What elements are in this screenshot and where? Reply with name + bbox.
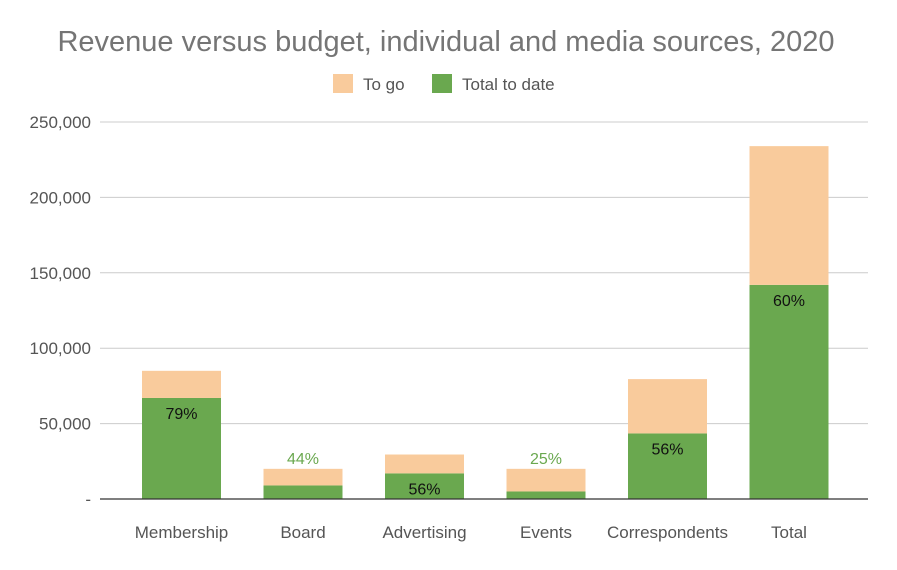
- bar-to-go: [263, 468, 343, 486]
- bar-total-to-date: [385, 473, 464, 499]
- data-labels: 79% 44% 56% 25% 56% 60%: [165, 293, 805, 499]
- bar-total-to-date: [506, 491, 586, 499]
- y-tick-label: 50,000: [39, 415, 91, 434]
- bar-total-to-date: [142, 397, 221, 499]
- legend-label-total-to-date: Total to date: [462, 75, 555, 94]
- data-label: 56%: [408, 481, 440, 498]
- y-axis: - 50,000 100,000 150,000 200,000 250,000: [30, 113, 91, 509]
- x-tick-label: Total: [771, 523, 807, 542]
- y-tick-label: 100,000: [30, 339, 91, 358]
- bar-to-go: [628, 379, 707, 434]
- x-tick-label: Events: [520, 523, 572, 542]
- bar-total-to-date: [628, 433, 707, 499]
- bar-to-go: [749, 146, 829, 285]
- data-label: 60%: [773, 293, 805, 310]
- bar-to-go: [142, 370, 221, 398]
- y-tick-label: -: [85, 490, 91, 509]
- bar-to-go: [506, 468, 586, 492]
- bar-to-go: [385, 454, 464, 474]
- data-label: 79%: [165, 406, 197, 423]
- data-label: 25%: [530, 451, 562, 468]
- x-axis: Membership Board Advertising Events Correspo…: [100, 498, 868, 542]
- x-tick-label: Advertising: [382, 523, 466, 542]
- x-tick-label: Membership: [135, 523, 229, 542]
- legend-swatch-to-go: [333, 74, 353, 93]
- legend-swatch-total-to-date: [432, 74, 452, 93]
- y-tick-label: 150,000: [30, 264, 91, 283]
- y-tick-label: 250,000: [30, 113, 91, 132]
- chart-title: Revenue versus budget, individual and me…: [57, 26, 834, 58]
- x-tick-label: Correspondents: [607, 523, 728, 542]
- x-tick-label: Board: [280, 523, 325, 542]
- bars: [142, 146, 829, 499]
- y-tick-label: 200,000: [30, 188, 91, 207]
- legend-label-to-go: To go: [363, 75, 405, 94]
- gridlines: [100, 121, 868, 425]
- data-label: 56%: [651, 441, 683, 458]
- legend: To go Total to date: [333, 74, 555, 94]
- data-label: 44%: [287, 451, 319, 468]
- bar-total-to-date: [263, 485, 343, 499]
- bar-total-to-date: [749, 284, 829, 499]
